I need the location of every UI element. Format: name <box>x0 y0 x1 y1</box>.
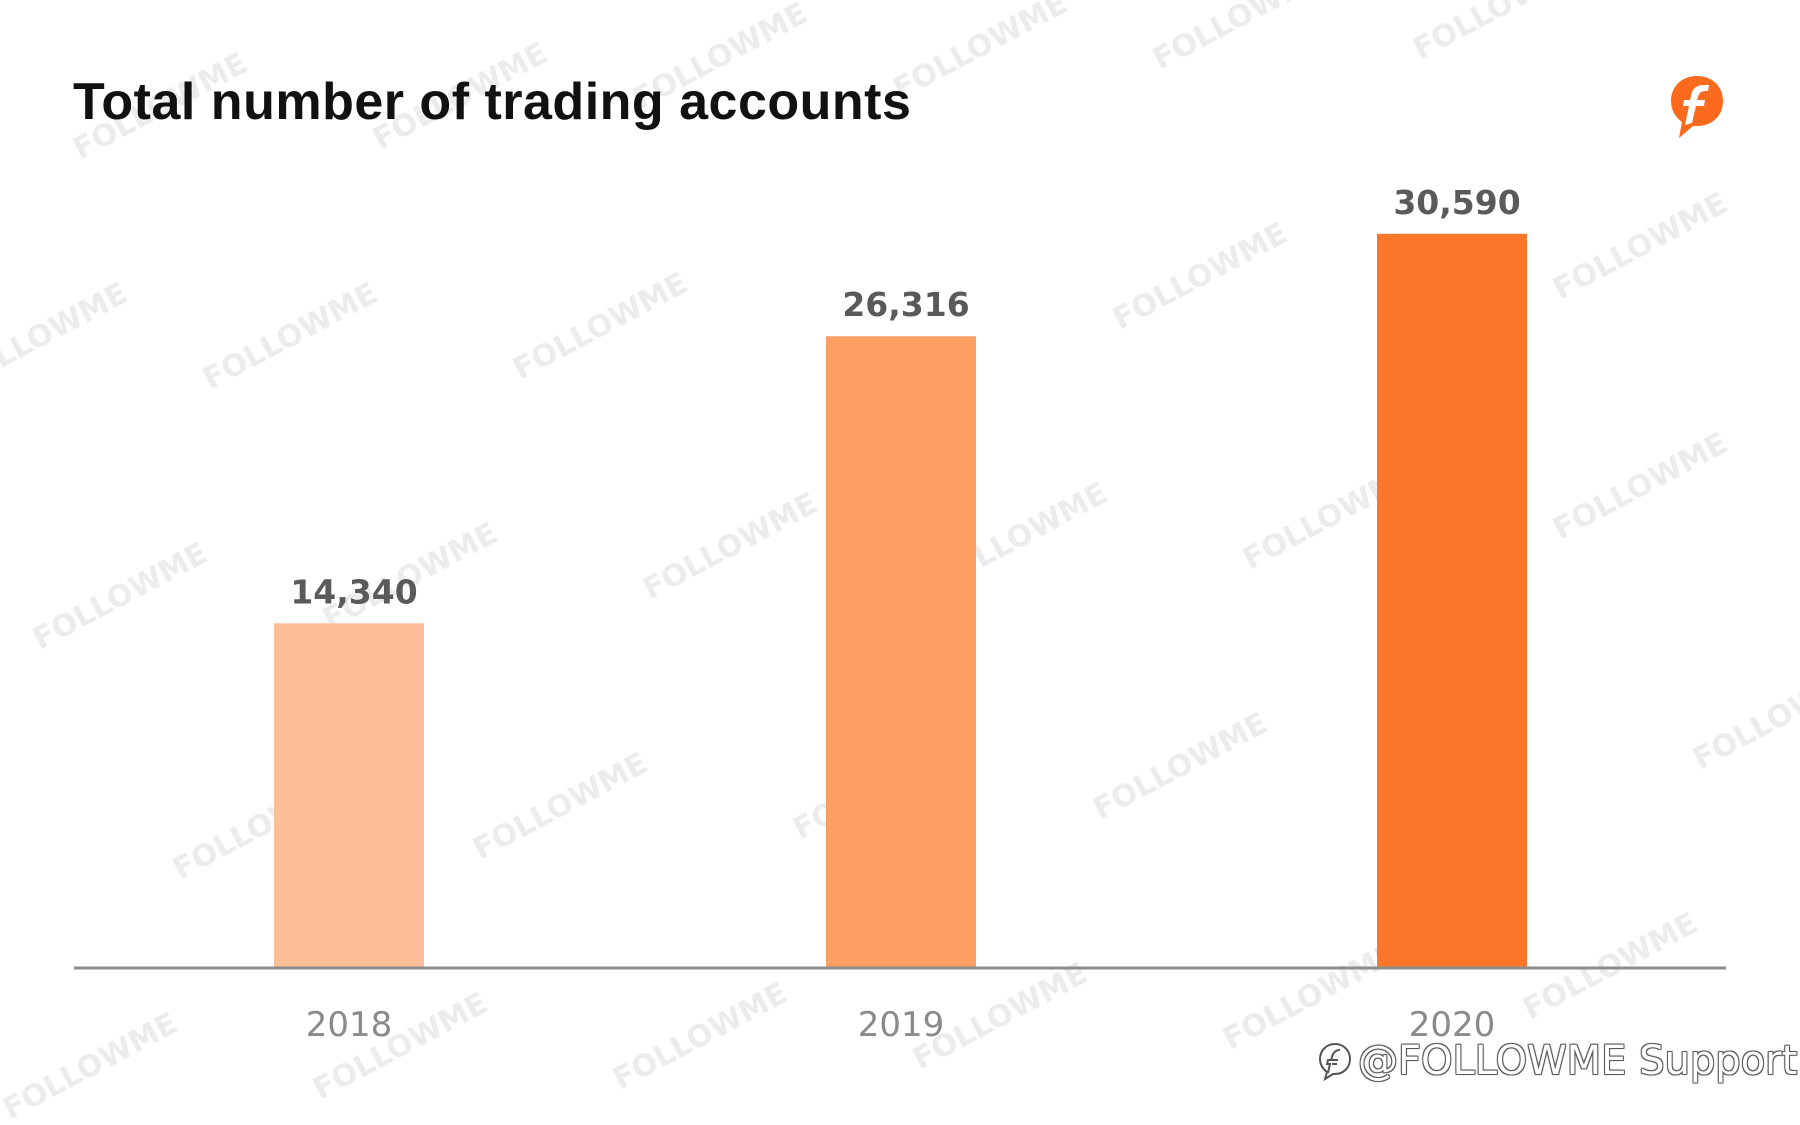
watermark-text: FOLLOWME <box>887 0 1073 107</box>
watermark-text: FOLLOWME <box>607 976 793 1097</box>
watermark-text: FOLLOWME <box>1687 656 1800 777</box>
watermark-text: FOLLOWME <box>1087 706 1273 827</box>
value-label-2018: 14,340 <box>290 572 417 611</box>
followme-f-logo-icon <box>1671 76 1723 138</box>
bar-2018 <box>274 623 424 967</box>
watermark-text: FOLLOWME <box>27 536 213 657</box>
watermark-text: FOLLOWME <box>0 276 133 397</box>
watermark-text: FOLLOWME <box>1547 426 1733 547</box>
watermark-text: FOLLOWME <box>1147 0 1333 77</box>
value-labels-group: 14,340 26,316 30,590 <box>290 183 1520 611</box>
footer-credit-text: @FOLLOWME Support <box>1358 1038 1798 1084</box>
value-label-2019: 26,316 <box>842 285 969 324</box>
bar-2020 <box>1377 233 1527 967</box>
watermark-text: FOLLOWME <box>467 746 653 867</box>
watermark-text: FOLLOWME <box>637 486 823 607</box>
x-tick-label-2020: 2020 <box>1409 1005 1496 1045</box>
watermark-text: FOLLOWME <box>1547 186 1733 307</box>
watermark-text: FOLLOWME <box>507 266 693 387</box>
x-tick-label-2018: 2018 <box>306 1005 393 1045</box>
x-tick-labels-group: 2018 2019 2020 <box>306 1005 1496 1045</box>
value-label-2020: 30,590 <box>1393 183 1520 222</box>
followme-outline-logo-icon <box>1318 1042 1352 1081</box>
bar-2019 <box>826 336 976 967</box>
watermark-text: FOLLOWME <box>1107 216 1293 337</box>
watermark-text: FOLLOWME <box>1407 0 1593 67</box>
footer-credit: @FOLLOWME Support <box>1318 1038 1797 1084</box>
watermark-text: FOLLOWME <box>197 276 383 397</box>
x-tick-label-2019: 2019 <box>858 1005 945 1045</box>
bars-group <box>274 233 1527 967</box>
watermark-text: FOLLOWME <box>0 1006 183 1125</box>
chart-title: Total number of trading accounts <box>73 73 912 131</box>
